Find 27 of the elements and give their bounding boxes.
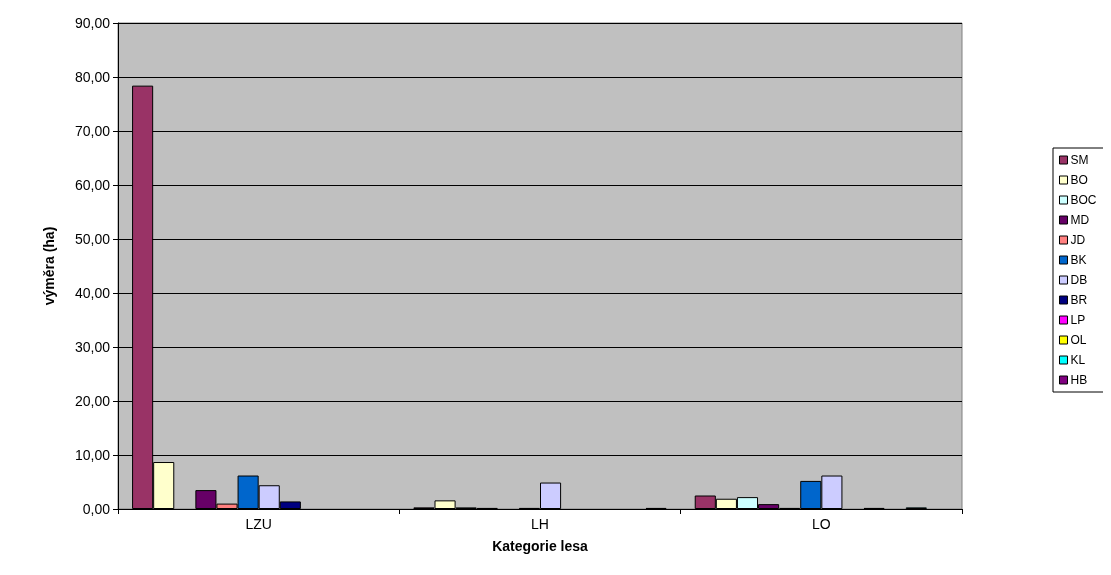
legend-label: OL [1070,333,1087,347]
x-axis-title: Kategorie lesa [492,538,589,554]
legend-label: DB [1070,273,1088,287]
y-tick-label: 60,00 [74,177,111,193]
y-tick-label: 50,00 [74,231,111,247]
legend-label: JD [1070,233,1086,247]
y-tick-label: 90,00 [74,15,111,31]
y-tick-label: 10,00 [74,447,111,463]
legend-label: BR [1070,293,1088,307]
legend-label: LP [1070,313,1086,327]
legend-label: BK [1070,253,1087,267]
legend-label: MD [1070,213,1090,227]
legend-label: KL [1070,353,1086,367]
y-tick-label: 20,00 [74,393,111,409]
x-tick-label: LH [531,516,549,532]
y-tick-label: 0,00 [82,501,111,517]
y-axis-title: výměra (ha) [41,226,57,306]
legend-label: BOC [1070,193,1097,207]
x-tick-label: LZU [245,516,272,532]
legend-label: SM [1070,153,1089,167]
legend-label: HB [1070,373,1088,387]
legend-label: BO [1070,173,1088,187]
x-tick-label: LO [811,516,831,532]
y-tick-label: 30,00 [74,339,111,355]
y-tick-label: 70,00 [74,123,111,139]
y-tick-label: 40,00 [74,285,111,301]
y-tick-label: 80,00 [74,69,111,85]
